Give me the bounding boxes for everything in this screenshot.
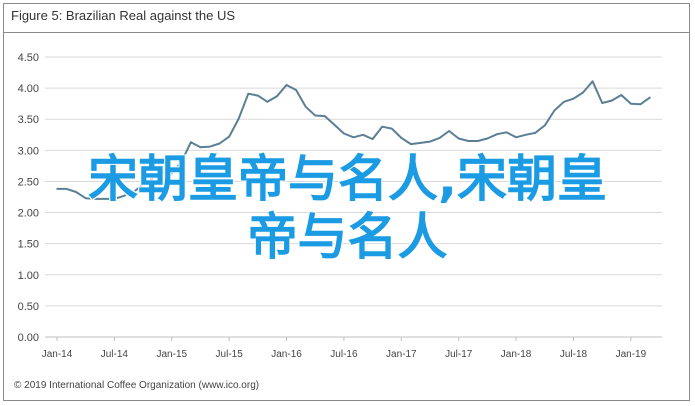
data-point	[113, 198, 116, 200]
data-point	[314, 114, 317, 117]
data-point	[649, 96, 651, 99]
data-point	[276, 95, 278, 97]
watermark-overlay-text: 宋朝皇帝与名人,宋朝皇 帝与名人	[0, 150, 695, 266]
data-point	[563, 101, 565, 103]
data-point	[534, 132, 537, 134]
x-tick-label: Jul-17	[445, 349, 473, 360]
data-point	[620, 94, 623, 96]
x-tick-label: Jan-19	[616, 349, 647, 360]
data-point	[553, 109, 556, 112]
data-point	[142, 183, 144, 186]
y-tick-label: 4.00	[18, 83, 39, 95]
data-point	[543, 124, 546, 127]
x-tick-label: Jul-18	[560, 349, 588, 360]
x-tick-label: Jul-14	[101, 349, 129, 360]
data-point	[295, 89, 297, 91]
data-point	[285, 84, 288, 86]
data-point	[496, 133, 498, 135]
data-point	[352, 136, 355, 139]
y-tick-label: 1.50	[18, 239, 39, 251]
x-tick-label: Jan-16	[271, 349, 302, 360]
data-point	[515, 136, 517, 139]
x-tick-label: Jul-15	[216, 349, 244, 360]
data-point	[371, 138, 374, 140]
data-point	[457, 137, 460, 140]
data-point	[56, 188, 58, 190]
data-point	[65, 188, 68, 190]
y-tick-label: 2.50	[18, 176, 39, 188]
data-point	[390, 127, 393, 130]
y-tick-label: 0.50	[18, 301, 39, 313]
data-point	[257, 94, 259, 97]
y-tick-label: 3.00	[18, 145, 39, 157]
data-point	[582, 91, 584, 94]
data-point	[400, 137, 403, 139]
data-point	[161, 171, 164, 174]
data-point	[104, 198, 106, 200]
data-point	[209, 145, 211, 148]
x-tick-label: Jan-14	[42, 349, 73, 360]
data-point	[343, 132, 345, 135]
data-point	[591, 80, 594, 83]
y-tick-label: 1.00	[18, 270, 39, 282]
data-point	[448, 130, 450, 132]
data-point	[572, 97, 575, 100]
data-point	[505, 131, 508, 134]
data-point	[381, 125, 383, 128]
y-tick-label: 0.00	[18, 332, 39, 344]
data-point	[170, 172, 173, 175]
data-point	[419, 142, 422, 144]
data-point	[132, 191, 135, 193]
data-point	[486, 137, 489, 140]
x-tick-label: Jan-15	[156, 349, 187, 360]
data-point	[610, 99, 613, 102]
data-point	[333, 124, 336, 126]
data-point	[123, 194, 125, 197]
overlay-line-2: 帝与名人	[247, 208, 448, 266]
data-point	[190, 141, 192, 144]
y-tick-label: 2.00	[18, 208, 39, 220]
data-point	[630, 102, 632, 105]
data-point	[266, 101, 269, 103]
data-point	[84, 197, 87, 200]
overlay-line-1: 宋朝皇帝与名人,宋朝皇	[88, 150, 607, 208]
data-point	[228, 135, 230, 138]
data-point	[524, 133, 527, 136]
data-point	[180, 161, 183, 163]
data-point	[94, 198, 97, 200]
chart-title: Figure 5: Brazilian Real against the US	[11, 8, 236, 23]
data-point	[639, 103, 642, 106]
figure-frame	[3, 3, 690, 401]
data-point	[467, 140, 470, 142]
y-tick-label: 4.50	[18, 52, 39, 64]
data-point	[601, 102, 603, 104]
copyright-notice: © 2019 International Coffee Organization…	[14, 380, 260, 391]
data-point	[237, 117, 240, 120]
data-point	[151, 177, 154, 180]
y-tick-label: 3.50	[18, 114, 39, 126]
data-point	[75, 191, 77, 193]
data-point	[247, 92, 250, 95]
x-tick-label: Jan-17	[386, 349, 417, 360]
data-point	[218, 142, 221, 145]
data-point	[199, 146, 202, 149]
data-point	[477, 140, 479, 142]
data-point	[362, 133, 364, 136]
data-point	[438, 137, 441, 139]
data-point	[429, 140, 431, 143]
title-divider	[3, 32, 690, 33]
data-point	[324, 115, 326, 117]
x-tick-label: Jul-16	[330, 349, 358, 360]
x-tick-label: Jan-18	[501, 349, 532, 360]
data-point	[410, 143, 412, 145]
data-point	[304, 105, 307, 108]
